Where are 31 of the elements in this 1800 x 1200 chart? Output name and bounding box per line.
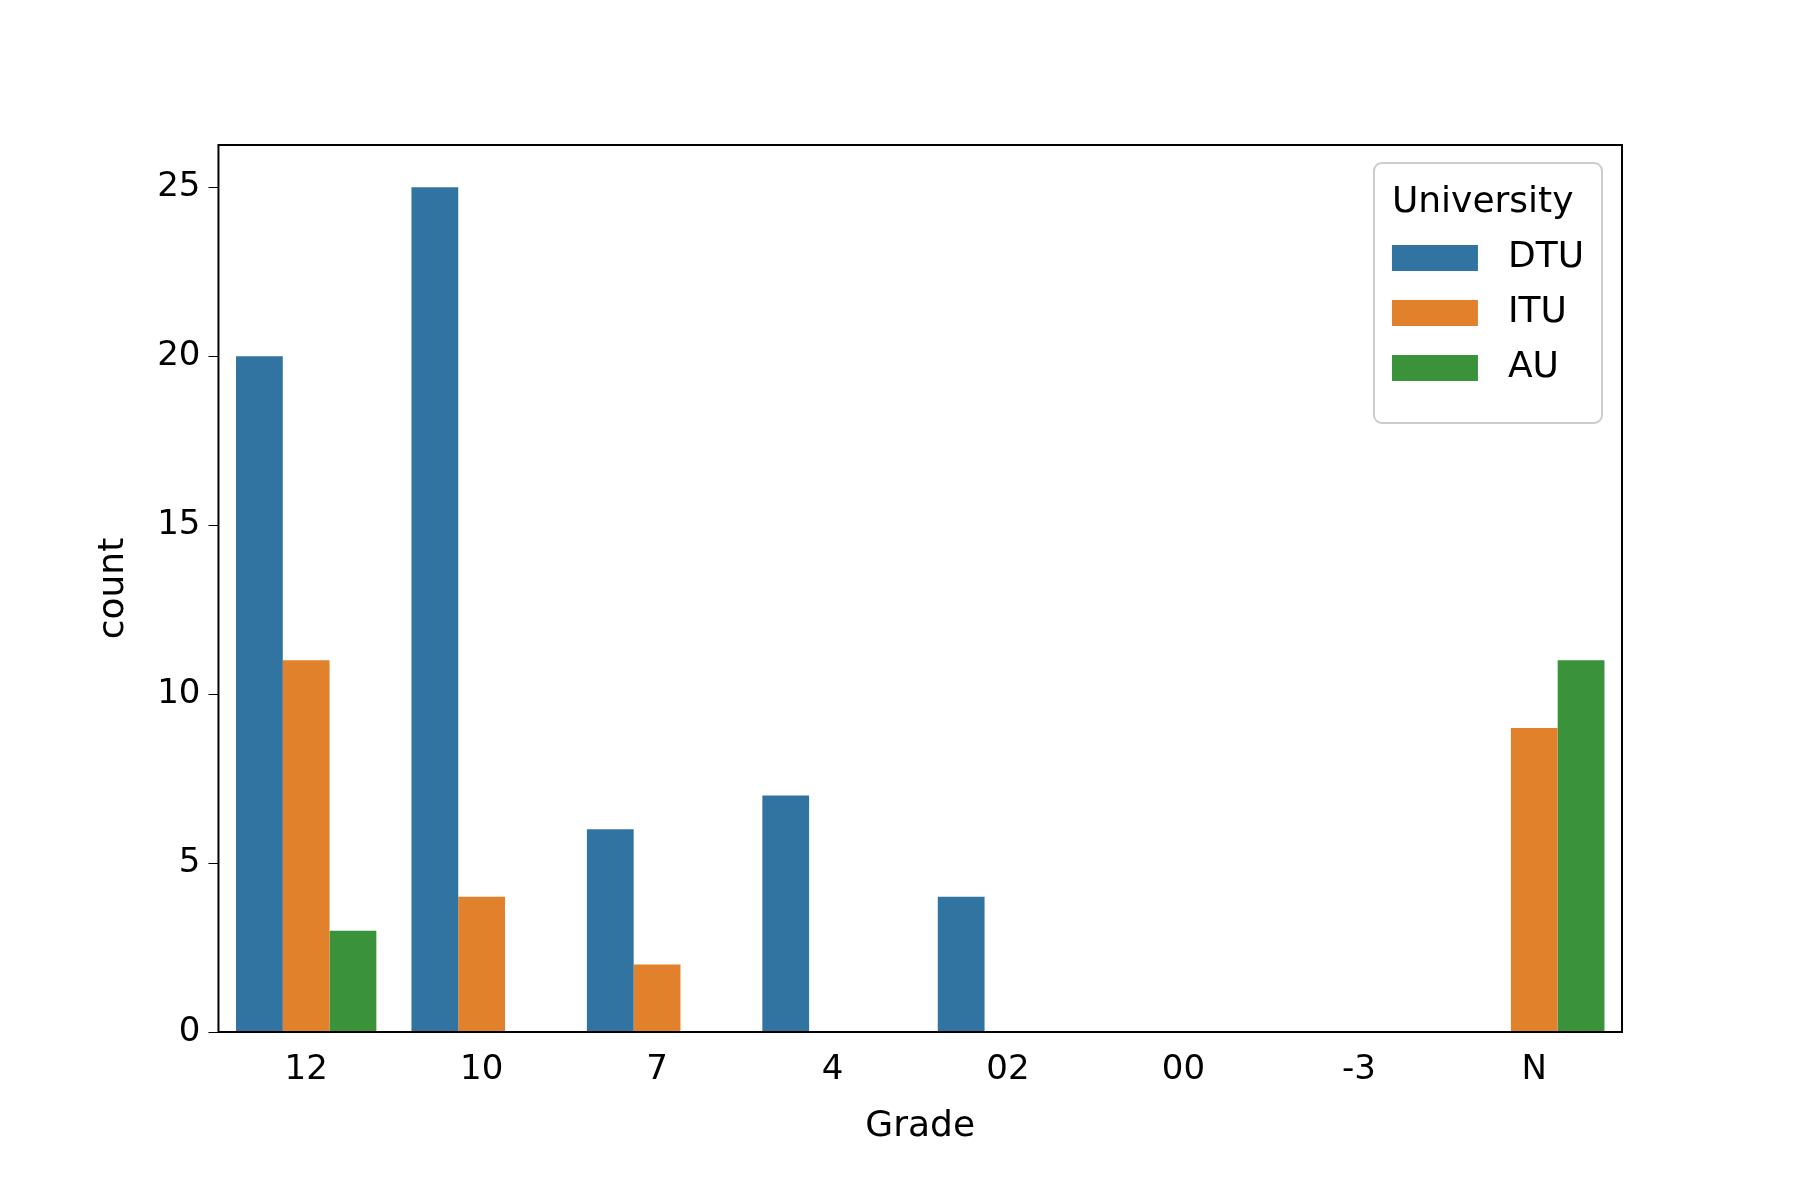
bar (762, 795, 810, 1032)
y-tick-label: 20 (157, 333, 201, 374)
y-tick-label: 10 (157, 670, 201, 711)
y-tick-label: 25 (157, 164, 201, 205)
bar (586, 829, 634, 1032)
x-tick-label: N (1521, 1047, 1547, 1088)
bar (937, 896, 985, 1032)
bar (458, 896, 506, 1032)
bar (329, 930, 377, 1032)
bar (411, 187, 459, 1032)
x-tick-label: 02 (986, 1047, 1030, 1088)
y-tick-label: 15 (157, 501, 201, 542)
legend-label: ITU (1507, 289, 1567, 331)
legend-title: University (1391, 179, 1574, 221)
bar (282, 660, 330, 1032)
bar (1510, 727, 1558, 1032)
bar (236, 356, 283, 1032)
x-tick-label: -3 (1341, 1047, 1376, 1088)
x-tick-label: 7 (646, 1047, 668, 1088)
x-tick-label: 4 (821, 1047, 844, 1088)
x-tick-label: 10 (459, 1047, 504, 1088)
bar (1557, 660, 1605, 1032)
y-axis-title: count (89, 537, 131, 640)
bar (633, 964, 681, 1032)
x-tick-label: 00 (1161, 1047, 1206, 1088)
legend-label: AU (1507, 344, 1559, 386)
x-axis-title: Grade (865, 1102, 976, 1144)
y-tick-label: 5 (178, 839, 201, 880)
y-tick-label: 0 (178, 1008, 201, 1049)
x-tick-label: 12 (284, 1047, 328, 1088)
legend-label: DTU (1507, 234, 1584, 276)
